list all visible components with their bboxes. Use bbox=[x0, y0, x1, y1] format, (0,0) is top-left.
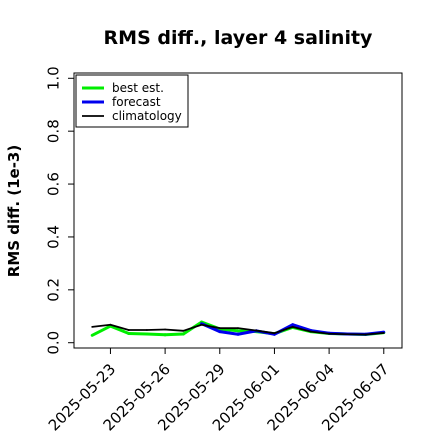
line-segment bbox=[237, 327, 258, 332]
line-segment bbox=[145, 328, 167, 331]
line-segment bbox=[127, 331, 149, 336]
line-segment bbox=[109, 323, 130, 331]
y-tick-label: 0.6 bbox=[45, 172, 63, 196]
series-lines bbox=[90, 320, 386, 337]
line-segment bbox=[291, 323, 313, 333]
line-segment bbox=[145, 332, 167, 337]
y-tick-label: 0.2 bbox=[45, 278, 63, 302]
line-segment bbox=[218, 330, 240, 336]
y-tick-label: 0.8 bbox=[45, 119, 63, 143]
y-tick-label: 0.4 bbox=[45, 225, 63, 249]
line-segment bbox=[91, 323, 112, 328]
y-axis: 0.0 0.2 0.4 0.6 0.8 1.0 bbox=[45, 66, 74, 355]
y-tick-label: 0.0 bbox=[45, 331, 63, 355]
line-segment bbox=[182, 323, 203, 332]
line-segment bbox=[255, 329, 276, 335]
line-segment bbox=[163, 332, 185, 337]
y-axis-label: RMS diff. (1e-3) bbox=[5, 145, 23, 277]
line-segment bbox=[90, 324, 112, 337]
line-segment bbox=[291, 325, 312, 333]
y-tick-label: 1.0 bbox=[45, 66, 63, 90]
legend-label: climatology bbox=[112, 109, 182, 123]
legend-label: best est. bbox=[112, 81, 164, 95]
line-segment bbox=[328, 332, 349, 336]
line-segment bbox=[309, 330, 331, 335]
line-segment bbox=[364, 332, 385, 336]
plot-area bbox=[73, 72, 403, 349]
line-segment bbox=[200, 323, 221, 330]
x-axis: 2025-05-232025-05-262025-05-292025-06-01… bbox=[45, 348, 393, 434]
chart-title: RMS diff., layer 4 salinity bbox=[104, 27, 374, 49]
series-climatology bbox=[91, 323, 385, 336]
line-segment bbox=[218, 327, 240, 333]
legend-label: forecast bbox=[112, 95, 161, 109]
line-segment bbox=[273, 325, 294, 335]
line-segment bbox=[236, 329, 258, 336]
line-segment bbox=[108, 324, 131, 335]
line-segment bbox=[164, 328, 185, 332]
